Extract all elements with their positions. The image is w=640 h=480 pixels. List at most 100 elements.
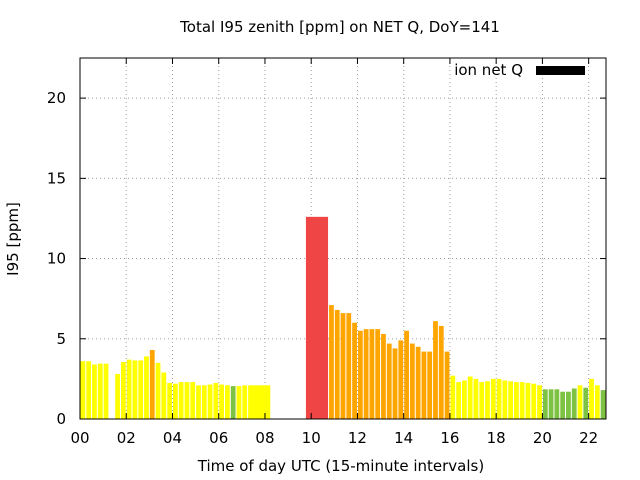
y-tick-label: 15 bbox=[47, 169, 66, 187]
bar bbox=[138, 360, 144, 419]
bar bbox=[167, 382, 172, 419]
x-axis-label: Time of day UTC (15-minute intervals) bbox=[197, 457, 484, 475]
bar bbox=[514, 382, 519, 419]
x-tick-label: 14 bbox=[394, 429, 413, 447]
bar bbox=[184, 382, 190, 419]
bar bbox=[386, 343, 392, 419]
bar bbox=[225, 385, 230, 419]
bar bbox=[490, 378, 496, 419]
legend-swatch bbox=[536, 66, 585, 75]
bar bbox=[381, 333, 386, 419]
bar bbox=[548, 389, 554, 419]
bar bbox=[346, 313, 352, 419]
bar bbox=[444, 351, 450, 419]
x-tick-label: 04 bbox=[163, 429, 182, 447]
bar bbox=[438, 325, 444, 419]
bar bbox=[149, 350, 155, 419]
legend-label: ion net Q bbox=[454, 61, 523, 79]
bar bbox=[571, 388, 577, 419]
bar-series bbox=[80, 216, 606, 419]
bar bbox=[305, 216, 329, 419]
y-tick-label: 0 bbox=[56, 410, 66, 428]
bar bbox=[531, 383, 537, 419]
bar bbox=[196, 385, 201, 419]
bar bbox=[433, 321, 438, 419]
bar bbox=[404, 330, 409, 419]
bar bbox=[172, 383, 178, 419]
bar bbox=[363, 329, 369, 419]
bar bbox=[421, 351, 427, 419]
bar bbox=[467, 376, 473, 419]
bar bbox=[132, 360, 138, 419]
bar bbox=[589, 378, 594, 419]
bar bbox=[583, 387, 589, 419]
y-axis-label: I95 [ppm] bbox=[4, 202, 22, 276]
legend: ion net Q bbox=[454, 61, 585, 79]
bar bbox=[207, 384, 213, 419]
bar bbox=[508, 381, 514, 419]
x-tick-label: 12 bbox=[348, 429, 367, 447]
bar bbox=[479, 382, 485, 419]
bar bbox=[161, 372, 167, 419]
bar bbox=[178, 382, 184, 419]
x-tick-label: 16 bbox=[440, 429, 459, 447]
x-tick-label: 06 bbox=[209, 429, 228, 447]
bar bbox=[144, 356, 149, 419]
x-tick-label: 20 bbox=[533, 429, 552, 447]
bar bbox=[456, 382, 461, 419]
bar bbox=[519, 382, 525, 419]
x-tick-label: 18 bbox=[487, 429, 506, 447]
bar bbox=[352, 322, 357, 419]
bar bbox=[190, 382, 196, 419]
bar bbox=[357, 330, 363, 419]
bar bbox=[496, 378, 502, 419]
x-tick-label: 02 bbox=[117, 429, 136, 447]
bar bbox=[369, 329, 375, 419]
plot-frame bbox=[79, 57, 607, 420]
bar bbox=[566, 391, 571, 419]
bar bbox=[600, 390, 606, 419]
bar bbox=[525, 382, 531, 419]
bar bbox=[155, 362, 161, 419]
bar bbox=[334, 309, 340, 419]
bar bbox=[92, 364, 97, 419]
bar bbox=[427, 351, 433, 419]
bar bbox=[329, 305, 334, 419]
bar bbox=[577, 385, 583, 419]
y-tick-label: 10 bbox=[47, 250, 66, 268]
bar bbox=[236, 386, 242, 419]
y-tick-label: 20 bbox=[47, 89, 66, 107]
bar bbox=[392, 348, 398, 419]
x-tick-label: 22 bbox=[579, 429, 598, 447]
bar bbox=[103, 363, 109, 419]
bar bbox=[80, 361, 86, 419]
bar bbox=[375, 329, 381, 419]
y-tick-label: 5 bbox=[56, 330, 66, 348]
bar bbox=[537, 385, 542, 419]
bar bbox=[450, 375, 456, 419]
bar bbox=[120, 362, 126, 419]
x-tick-label: 00 bbox=[70, 429, 89, 447]
bar bbox=[213, 382, 219, 419]
bar bbox=[542, 389, 548, 419]
bar bbox=[201, 385, 207, 419]
bar bbox=[473, 378, 479, 419]
bar bbox=[594, 385, 600, 419]
bar bbox=[219, 384, 225, 419]
bar bbox=[242, 385, 248, 419]
bar bbox=[502, 380, 508, 419]
x-tick-label: 08 bbox=[255, 429, 274, 447]
bar bbox=[398, 340, 404, 419]
bar bbox=[415, 346, 421, 419]
bar bbox=[485, 381, 490, 419]
bar bbox=[409, 343, 415, 419]
bar bbox=[560, 391, 566, 419]
chart-title: Total I95 zenith [ppm] on NET Q, DoY=141 bbox=[179, 18, 500, 36]
x-tick-label: 10 bbox=[302, 429, 321, 447]
bar bbox=[340, 313, 346, 419]
bar bbox=[248, 385, 271, 419]
bar bbox=[97, 363, 103, 419]
axis-ticks: 00 02 04 06 08 10 12 14 16 18 20 22 0 5 10 15 20 bbox=[47, 58, 606, 447]
bar bbox=[115, 374, 120, 419]
